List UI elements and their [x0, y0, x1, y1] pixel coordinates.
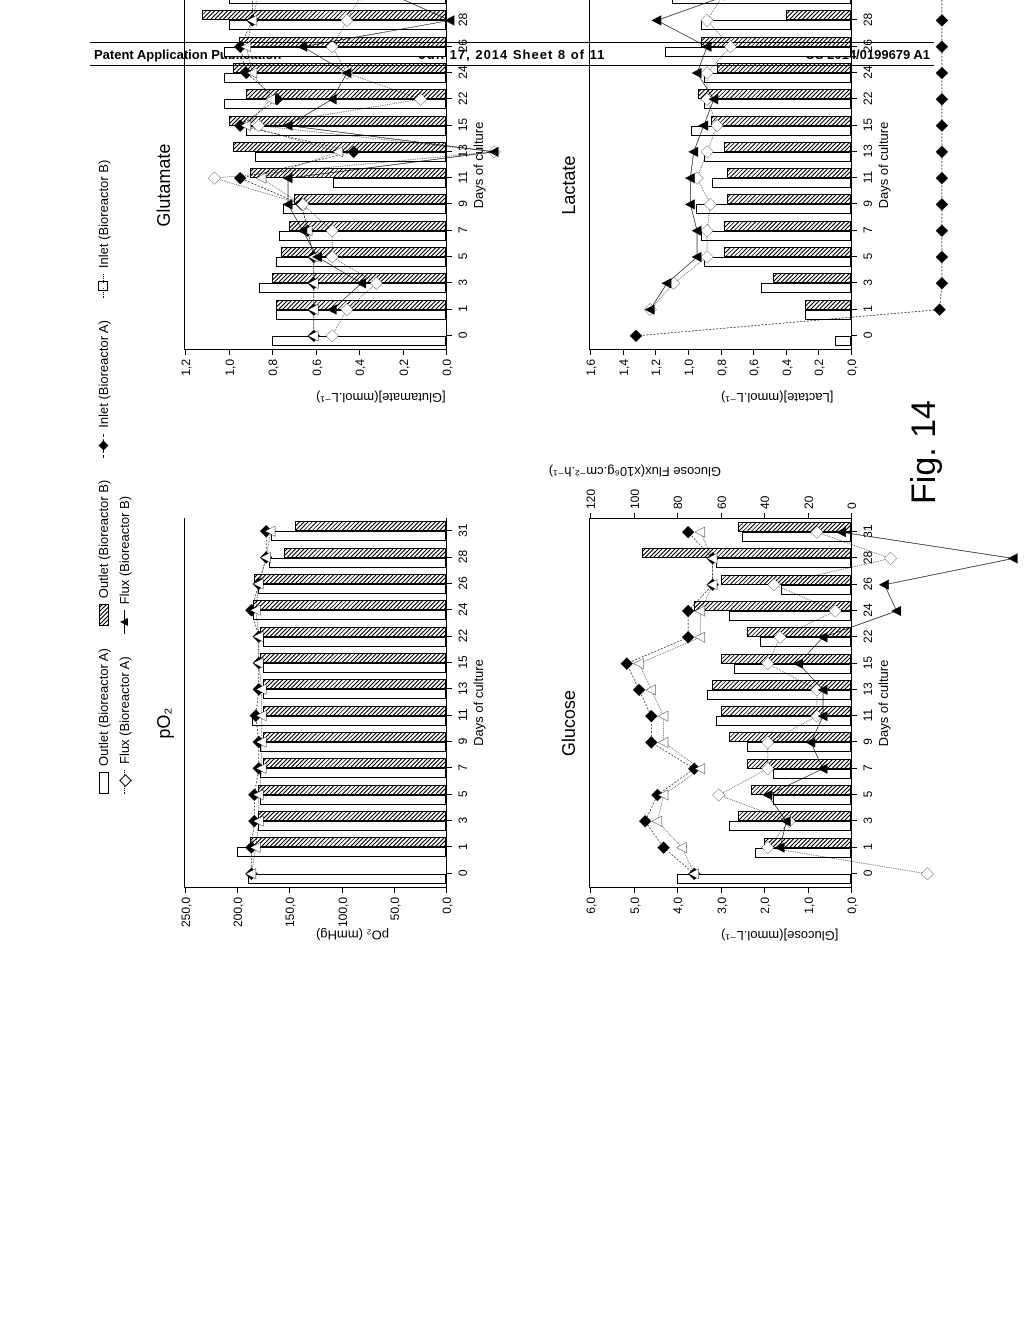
y-tick: 0,8	[272, 349, 273, 355]
legend-inlet-a: Inlet (Bioreactor A)	[96, 320, 111, 458]
chart-title: Glutamate	[154, 144, 175, 227]
series-svg	[590, 519, 958, 887]
y-tick: 0,0	[851, 887, 852, 893]
legend-outlet-b: Outlet (Bioreactor B)	[96, 480, 111, 627]
chart-glutamate: Glutamate [Glutamate](mmol.L⁻¹) Glutamat…	[148, 0, 529, 416]
chart-title: Glucose	[559, 690, 580, 756]
y-tick: 200,0	[237, 887, 238, 893]
legend-solid-tri-icon	[124, 610, 125, 634]
y-tick: 0,2	[403, 349, 404, 355]
legend-open-diamond-icon	[124, 770, 125, 794]
y-axis-label: pO₂ (mmHg)	[316, 928, 389, 943]
legend-box-open-icon	[99, 772, 109, 794]
y-tick: 100,0	[342, 887, 343, 893]
legend-box-hatch-icon	[99, 604, 109, 626]
legend-open-tri-icon	[103, 274, 104, 298]
y-tick: 0,4	[359, 349, 360, 355]
y-tick: 1,6	[590, 349, 591, 355]
y-tick: 1,0	[688, 349, 689, 355]
legend-outlet-a: Outlet (Bioreactor A)	[96, 648, 111, 794]
y-tick: 1,0	[229, 349, 230, 355]
chart-glucose: Glucose [Glucose](mmol.L⁻¹) Glucose Flux…	[553, 452, 934, 954]
y-tick: 3,0	[721, 887, 722, 893]
y-tick: 50,0	[394, 887, 395, 893]
legend-inlet-b: Inlet (Bioreactor B)	[96, 160, 111, 298]
y-tick: 0,2	[818, 349, 819, 355]
y-tick: 0,8	[721, 349, 722, 355]
y-tick: 1,2	[655, 349, 656, 355]
y-tick: 150,0	[289, 887, 290, 893]
y-tick: 0,4	[786, 349, 787, 355]
y-tick: 0,6	[753, 349, 754, 355]
y-tick: 2,0	[764, 887, 765, 893]
y-tick: 4,0	[677, 887, 678, 893]
y-tick: 0,0	[446, 349, 447, 355]
y-tick: 5,0	[634, 887, 635, 893]
y-tick: 0,0	[851, 349, 852, 355]
y-tick: 1,4	[623, 349, 624, 355]
rotated-figure: Outlet (Bioreactor A) Outlet (Bioreactor…	[90, 0, 934, 984]
y-tick: 6,0	[590, 887, 591, 893]
series-svg	[185, 0, 553, 349]
chart-title: pO₂	[154, 708, 175, 739]
plot-area: pO₂ (mmHg) Days of culture 0,050,0100,01…	[184, 518, 447, 888]
y-axis-label: [Glucose](mmol.L⁻¹)	[721, 927, 838, 943]
y-tick: 1,0	[808, 887, 809, 893]
y-tick: 0,0	[446, 887, 447, 893]
plot-area: [Glucose](mmol.L⁻¹) Glucose Flux(x10⁶g.c…	[589, 518, 852, 888]
legend-flux-b: Flux (Bioreactor B)	[117, 496, 132, 634]
series-svg	[185, 518, 554, 887]
y-tick: 250,0	[185, 887, 186, 893]
y-axis-label: [Glutamate](mmol.L⁻¹)	[316, 389, 446, 405]
plot-area: [Glutamate](mmol.L⁻¹) Glutamate Flux(x10…	[184, 0, 447, 350]
y-tick: 0,6	[316, 349, 317, 355]
legend-dash-diamond-icon	[103, 434, 104, 458]
plot-area: [Lactate](mmol.L⁻¹) Lactate Flux(x10⁶g.c…	[589, 0, 852, 350]
legend-flux-a: Flux (Bioreactor A)	[117, 656, 132, 794]
chart-title: Lactate	[559, 156, 580, 215]
figure-area: Outlet (Bioreactor A) Outlet (Bioreactor…	[90, 140, 934, 1240]
legend: Outlet (Bioreactor A) Outlet (Bioreactor…	[96, 14, 132, 794]
figure-caption: Fig. 14	[905, 400, 944, 504]
chart-po2: pO₂ pO₂ (mmHg) Days of culture 0,050,010…	[148, 452, 529, 954]
charts-grid: pO₂ pO₂ (mmHg) Days of culture 0,050,010…	[148, 0, 934, 984]
chart-lactate: Lactate [Lactate](mmol.L⁻¹) Lactate Flux…	[553, 0, 934, 416]
series-svg	[590, 0, 958, 349]
y-tick: 1,2	[185, 349, 186, 355]
